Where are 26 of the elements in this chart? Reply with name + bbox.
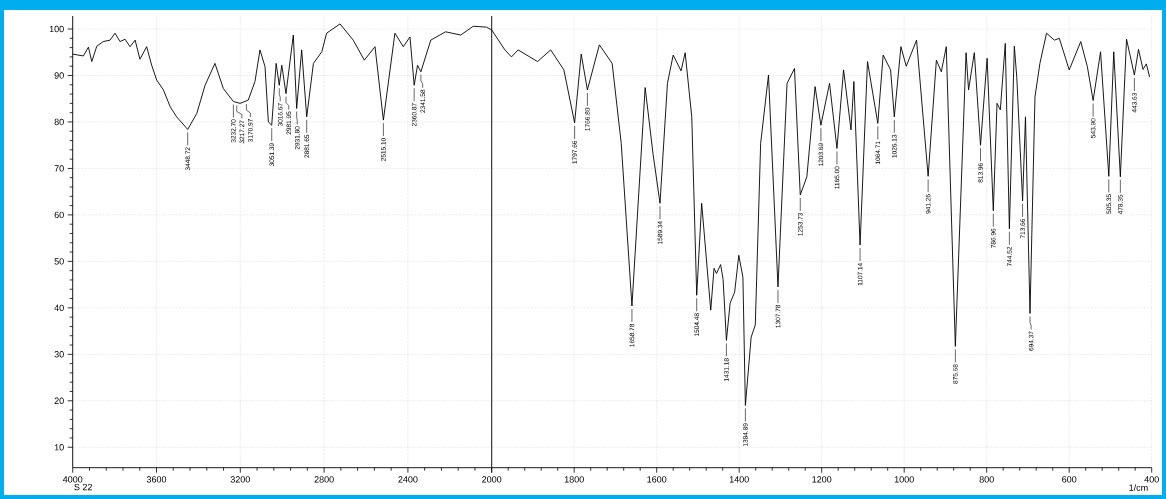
y-tick-label: 10 [54, 444, 64, 451]
y-tick-label: 80 [54, 118, 64, 126]
y-tick-label: 40 [54, 304, 64, 312]
x-tick-label: 3200 [230, 476, 250, 483]
x-tick-label: 1400 [729, 476, 749, 483]
y-tick-label: 100 [49, 25, 64, 33]
x-tick-label: 1800 [564, 476, 584, 483]
x-tick-label: 400 [1144, 476, 1159, 483]
x-tick-label: 3600 [146, 476, 167, 483]
y-tick-label: 20 [54, 397, 64, 404]
x-tick-label: 2800 [314, 476, 334, 483]
text: S 22 [74, 483, 92, 491]
y-tick-label: 30 [54, 351, 64, 358]
y-tick-label: 50 [54, 258, 64, 265]
x-tick-label: 2000 [482, 476, 502, 483]
x-tick-label: 1000 [894, 476, 914, 483]
x-tick-label: 2400 [398, 476, 418, 483]
x-tick-label: 4000 [62, 476, 83, 483]
x-tick-label: 1200 [812, 476, 832, 483]
x-tick-label: 1600 [647, 476, 667, 483]
x-tick-label: 600 [1062, 476, 1077, 483]
x-tick-label: 800 [979, 476, 994, 483]
y-tick-label: 70 [54, 165, 64, 172]
y-tick-label: 90 [54, 72, 64, 79]
x-axis-title: 1/cm [1129, 484, 1148, 491]
y-tick-label: 60 [54, 211, 64, 219]
